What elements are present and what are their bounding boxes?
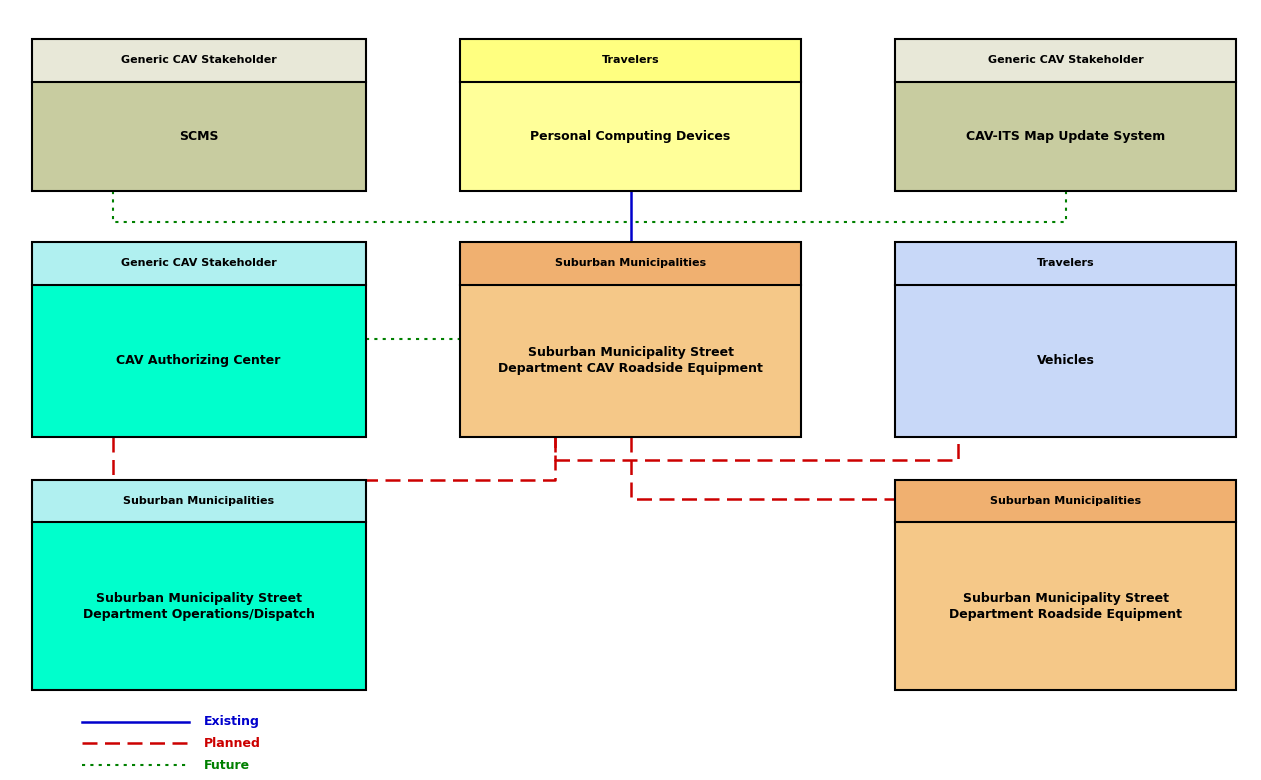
Text: Personal Computing Devices: Personal Computing Devices xyxy=(531,129,730,143)
Bar xyxy=(32,82,366,191)
Bar xyxy=(895,480,1236,690)
Text: CAV Authorizing Center: CAV Authorizing Center xyxy=(116,354,281,367)
Bar xyxy=(895,242,1236,437)
Text: Future: Future xyxy=(204,759,251,771)
Bar xyxy=(460,285,801,437)
Bar xyxy=(895,82,1236,191)
Bar xyxy=(32,480,366,690)
Bar xyxy=(460,39,801,82)
Bar xyxy=(895,39,1236,191)
Bar xyxy=(32,285,366,437)
Bar xyxy=(460,242,801,285)
Text: Travelers: Travelers xyxy=(601,55,660,66)
Text: Generic CAV Stakeholder: Generic CAV Stakeholder xyxy=(121,258,276,268)
Bar xyxy=(32,522,366,690)
Text: Suburban Municipality Street
Department CAV Roadside Equipment: Suburban Municipality Street Department … xyxy=(498,346,763,375)
Bar xyxy=(32,39,366,191)
Text: Suburban Municipalities: Suburban Municipalities xyxy=(555,258,706,268)
Text: CAV-ITS Map Update System: CAV-ITS Map Update System xyxy=(966,129,1165,143)
Text: Suburban Municipalities: Suburban Municipalities xyxy=(990,496,1141,505)
Bar xyxy=(460,242,801,437)
Text: Suburban Municipality Street
Department Roadside Equipment: Suburban Municipality Street Department … xyxy=(950,591,1182,621)
Bar xyxy=(32,242,366,285)
Bar xyxy=(895,39,1236,82)
Bar xyxy=(32,242,366,437)
Text: Travelers: Travelers xyxy=(1037,258,1095,268)
Bar xyxy=(895,285,1236,437)
Bar xyxy=(895,242,1236,285)
Text: Planned: Planned xyxy=(204,737,261,750)
Bar xyxy=(32,480,366,522)
Text: Generic CAV Stakeholder: Generic CAV Stakeholder xyxy=(121,55,276,66)
Text: Existing: Existing xyxy=(204,715,260,728)
Text: SCMS: SCMS xyxy=(179,129,218,143)
Bar xyxy=(32,39,366,82)
Text: Generic CAV Stakeholder: Generic CAV Stakeholder xyxy=(987,55,1144,66)
Bar xyxy=(895,480,1236,522)
Text: Suburban Municipality Street
Department Operations/Dispatch: Suburban Municipality Street Department … xyxy=(83,591,314,621)
Bar xyxy=(460,82,801,191)
Bar xyxy=(895,522,1236,690)
Text: Suburban Municipalities: Suburban Municipalities xyxy=(124,496,274,505)
Bar xyxy=(460,39,801,191)
Text: Vehicles: Vehicles xyxy=(1037,354,1095,367)
